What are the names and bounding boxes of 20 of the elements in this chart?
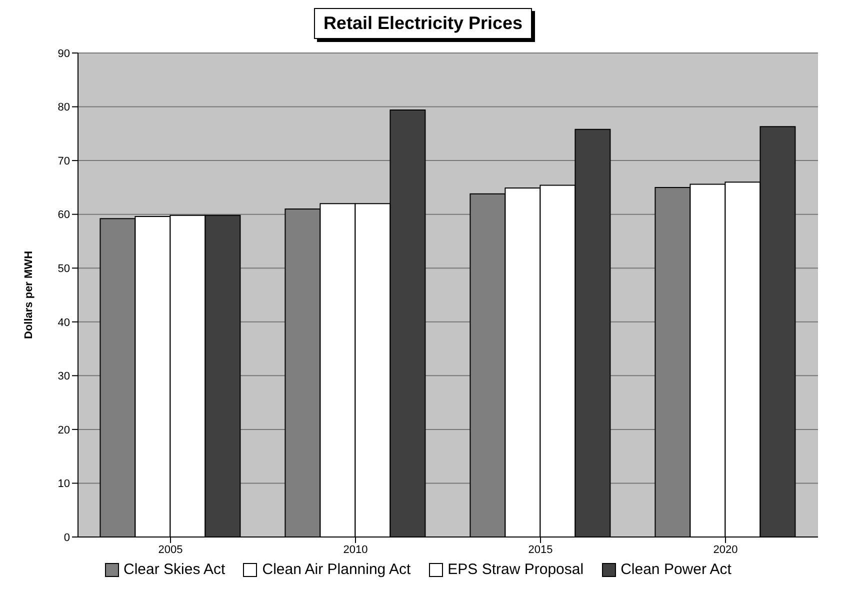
x-tick-label: 2005	[158, 544, 183, 556]
y-tick-label: 50	[58, 263, 70, 276]
y-tick-label: 60	[58, 209, 70, 222]
x-tick-label: 2010	[343, 544, 368, 556]
y-tick-label: 80	[58, 102, 70, 114]
legend-label: Clean Air Planning Act	[262, 561, 411, 578]
legend-label: EPS Straw Proposal	[448, 561, 584, 578]
x-tick-label: 2020	[713, 544, 738, 556]
y-tick-label: 30	[58, 370, 70, 383]
y-tick-label: 10	[58, 478, 70, 490]
legend-label: Clear Skies Act	[124, 561, 226, 578]
y-tick-label: 0	[64, 532, 70, 544]
y-tick-label: 70	[58, 155, 70, 168]
y-tick-label: 40	[58, 316, 70, 329]
legend-label: Clean Power Act	[620, 561, 732, 578]
x-tick-label: 2015	[528, 544, 553, 556]
y-axis-title: Dollars per MWH	[22, 250, 35, 340]
chart-title: Retail Electricity Prices	[314, 8, 532, 39]
y-tick-label: 90	[58, 48, 70, 60]
y-tick-label: 20	[58, 424, 70, 436]
